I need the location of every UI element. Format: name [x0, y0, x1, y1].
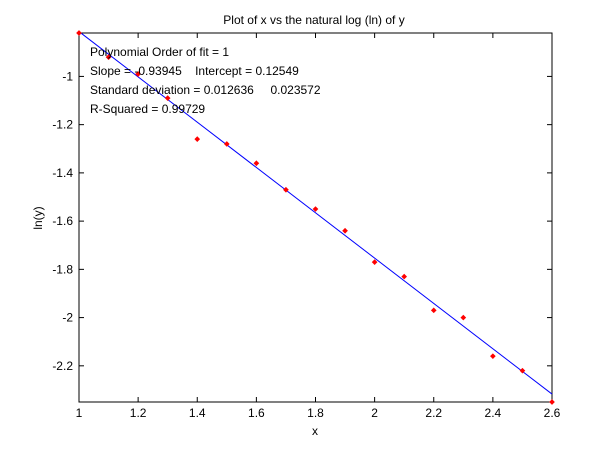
- data-point: [164, 95, 171, 101]
- annotation-order: Polynomial Order of fit = 1: [90, 45, 229, 59]
- data-point: [342, 227, 348, 234]
- x-axis-label: x: [312, 424, 318, 438]
- data-point: [519, 367, 526, 374]
- y-tick-label: -2: [62, 311, 73, 325]
- fit-annotations: Polynomial Order of fit = 1 Slope = -0.9…: [90, 45, 321, 116]
- data-point: [490, 353, 496, 360]
- y-tick-label: -2.2: [52, 359, 73, 373]
- annotation-std-dev: Standard deviation = 0.012636 0.023572: [90, 83, 321, 97]
- data-point: [135, 71, 141, 77]
- x-tick-label: 1.6: [248, 406, 265, 420]
- data-point: [401, 273, 408, 280]
- annotation-slope-intercept: Slope = -0.93945 Intercept = 0.12549: [90, 64, 299, 78]
- x-axis-ticks: 1 1.2 1.4 1.6 1.8 2 2.2 2.4 2.6: [76, 33, 561, 420]
- y-tick-label: -1: [62, 69, 73, 83]
- annotation-r-squared: R-Squared = 0.99729: [90, 102, 205, 116]
- fit-line: [78, 31, 553, 395]
- x-tick-label: 1.4: [189, 406, 206, 420]
- data-point: [430, 307, 437, 314]
- data-point: [460, 314, 467, 321]
- data-point: [549, 399, 555, 405]
- data-point: [194, 136, 201, 142]
- x-tick-label: 1.8: [307, 406, 324, 420]
- x-tick-label: 1.2: [130, 406, 147, 420]
- data-point: [223, 141, 230, 147]
- data-point: [253, 160, 260, 167]
- y-tick-label: -1.4: [52, 166, 73, 180]
- x-tick-label: 2.2: [425, 406, 442, 420]
- chart-title: Plot of x vs the natural log (ln) of y: [223, 13, 404, 27]
- x-tick-label: 2: [371, 406, 378, 420]
- y-axis-ticks: -1 -1.2 -1.4 -1.6 -1.8 -2 -2.2: [52, 69, 552, 373]
- x-tick-label: 2.6: [544, 406, 561, 420]
- plot-area: [78, 32, 553, 403]
- x-tick-label: 2.4: [485, 406, 502, 420]
- data-point: [283, 186, 289, 193]
- data-point: [371, 259, 378, 265]
- y-tick-label: -1.8: [52, 262, 73, 276]
- x-tick-label: 1: [76, 406, 83, 420]
- y-tick-label: -1.2: [52, 118, 73, 132]
- y-axis-label: ln(y): [31, 206, 45, 229]
- data-point: [312, 206, 319, 212]
- y-tick-label: -1.6: [52, 214, 73, 228]
